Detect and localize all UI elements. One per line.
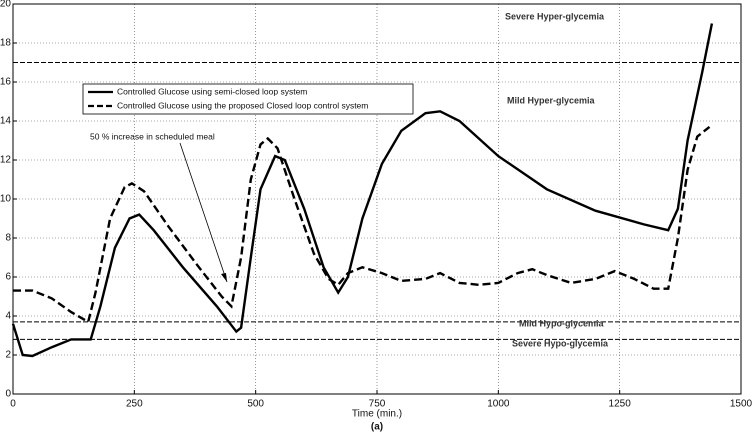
y-tick-label: 8 <box>5 233 11 244</box>
y-tick-label: 2 <box>5 350 11 361</box>
region-label: Severe Hypo-glycemia <box>512 338 609 348</box>
caption: (a) <box>371 422 383 433</box>
y-tick-label: 10 <box>0 194 11 205</box>
y-tick-label: 20 <box>0 0 11 10</box>
x-tick-label: 250 <box>126 399 143 410</box>
annotation: 50 % increase in scheduled meal <box>90 131 215 141</box>
annotation-arrowhead <box>221 273 227 282</box>
region-label: Mild Hypo-glycemia <box>519 318 605 328</box>
x-tick-label: 1000 <box>487 399 510 410</box>
y-tick-label: 14 <box>0 116 11 127</box>
x-tick-label: 500 <box>247 399 264 410</box>
legend-label: Controlled Glucose using the proposed Cl… <box>117 100 368 110</box>
annotation-arrow <box>179 142 228 283</box>
y-tick-label: 18 <box>0 38 11 49</box>
x-axis-label: Time (min.) <box>352 409 402 420</box>
x-tick-label: 1250 <box>609 399 632 410</box>
x-tick-label: 750 <box>369 399 386 410</box>
x-tick-label: 1500 <box>730 399 753 410</box>
data-line <box>13 125 711 324</box>
y-tick-label: 12 <box>0 155 11 166</box>
y-tick-label: 16 <box>0 77 11 88</box>
legend-box <box>82 83 414 115</box>
y-tick-label: 4 <box>5 311 11 322</box>
legend-label: Controlled Glucose using semi-closed loo… <box>117 86 307 96</box>
region-label: Mild Hyper-glycemia <box>507 95 596 105</box>
x-tick-label: 0 <box>10 399 16 410</box>
region-label: Severe Hyper-glycemia <box>505 11 605 21</box>
plot-frame <box>12 3 742 395</box>
y-tick-label: 0 <box>5 389 11 400</box>
y-tick-label: 6 <box>5 272 11 283</box>
data-line <box>11 23 714 358</box>
